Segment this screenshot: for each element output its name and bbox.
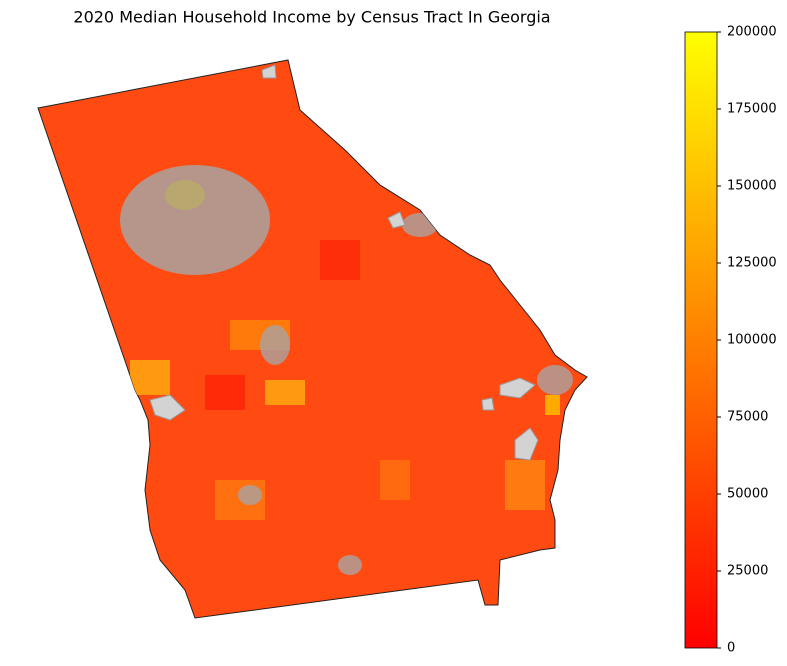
dense-tracts [120, 165, 270, 275]
dense-tracts [165, 180, 205, 210]
tick-label: 75000 [727, 410, 768, 425]
state-outline [37, 59, 588, 619]
colorbar: 0 25000 50000 75000 100000 125000 150000 175000… [684, 25, 777, 656]
missing-tract [387, 211, 406, 229]
missing-tract [499, 377, 536, 399]
missing-tract [261, 64, 277, 79]
georgia-map [37, 59, 588, 619]
tick-label: 175000 [727, 102, 777, 117]
missing-tract [149, 394, 186, 421]
tract [545, 395, 560, 415]
tick-label: 125000 [727, 256, 777, 271]
map-title: 2020 Median Household Income by Census T… [73, 8, 550, 27]
tract [380, 460, 410, 500]
colorbar-gradient [684, 31, 718, 649]
tick-label: 50000 [727, 487, 768, 502]
tick-label: 25000 [727, 564, 768, 579]
tract [505, 460, 545, 510]
tract [130, 360, 170, 395]
dense-tracts [238, 485, 262, 505]
tick-label: 200000 [727, 25, 777, 40]
tick-label: 0 [727, 641, 735, 656]
missing-tract [514, 427, 539, 461]
dense-tracts [338, 555, 362, 575]
tracts [120, 64, 573, 575]
tract [320, 240, 360, 280]
tick-label: 100000 [727, 333, 777, 348]
tract [265, 380, 305, 405]
missing-tract [481, 397, 495, 411]
dense-tracts [537, 365, 573, 395]
tick-label: 150000 [727, 179, 777, 194]
dense-tracts [260, 325, 290, 365]
tract [205, 375, 245, 410]
